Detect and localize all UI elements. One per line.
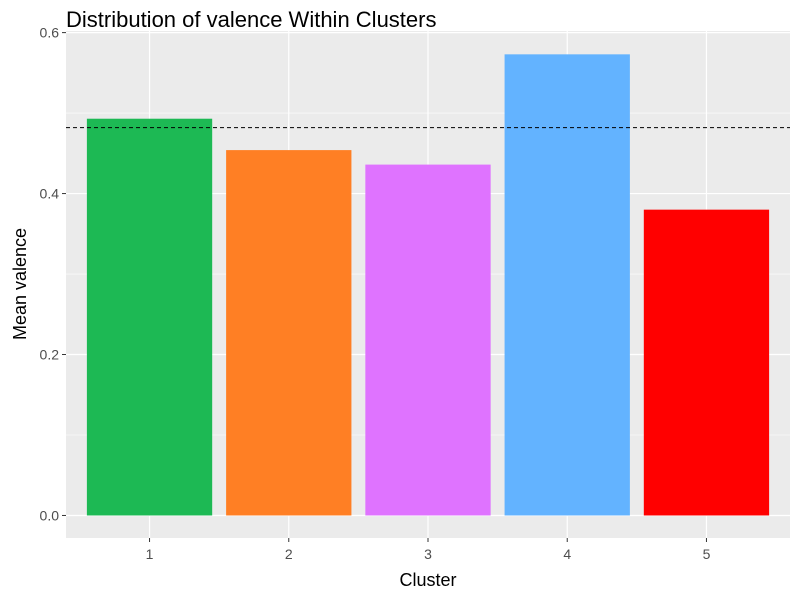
x-tick-label: 3 — [424, 546, 432, 562]
bar-cluster-3 — [365, 164, 491, 516]
x-tick-label: 5 — [703, 546, 711, 562]
x-axis: 1 2 3 4 5 — [146, 538, 711, 562]
y-tick-label: 0.0 — [40, 507, 60, 523]
bar-cluster-1 — [86, 118, 213, 516]
chart-title: Distribution of valence Within Clusters — [66, 7, 436, 32]
y-axis-title: Mean valence — [10, 228, 30, 340]
y-tick-label: 0.4 — [40, 186, 60, 202]
x-tick-label: 2 — [285, 546, 293, 562]
x-axis-title: Cluster — [399, 570, 456, 590]
y-tick-label: 0.6 — [40, 25, 60, 41]
bar-cluster-2 — [226, 150, 352, 516]
x-tick-label: 4 — [563, 546, 571, 562]
bars — [86, 54, 770, 516]
bar-cluster-4 — [504, 54, 630, 516]
y-axis: 0.0 0.2 0.4 0.6 — [40, 25, 66, 523]
y-tick-label: 0.2 — [40, 347, 60, 363]
bar-cluster-5 — [643, 209, 770, 516]
x-tick-label: 1 — [146, 546, 154, 562]
